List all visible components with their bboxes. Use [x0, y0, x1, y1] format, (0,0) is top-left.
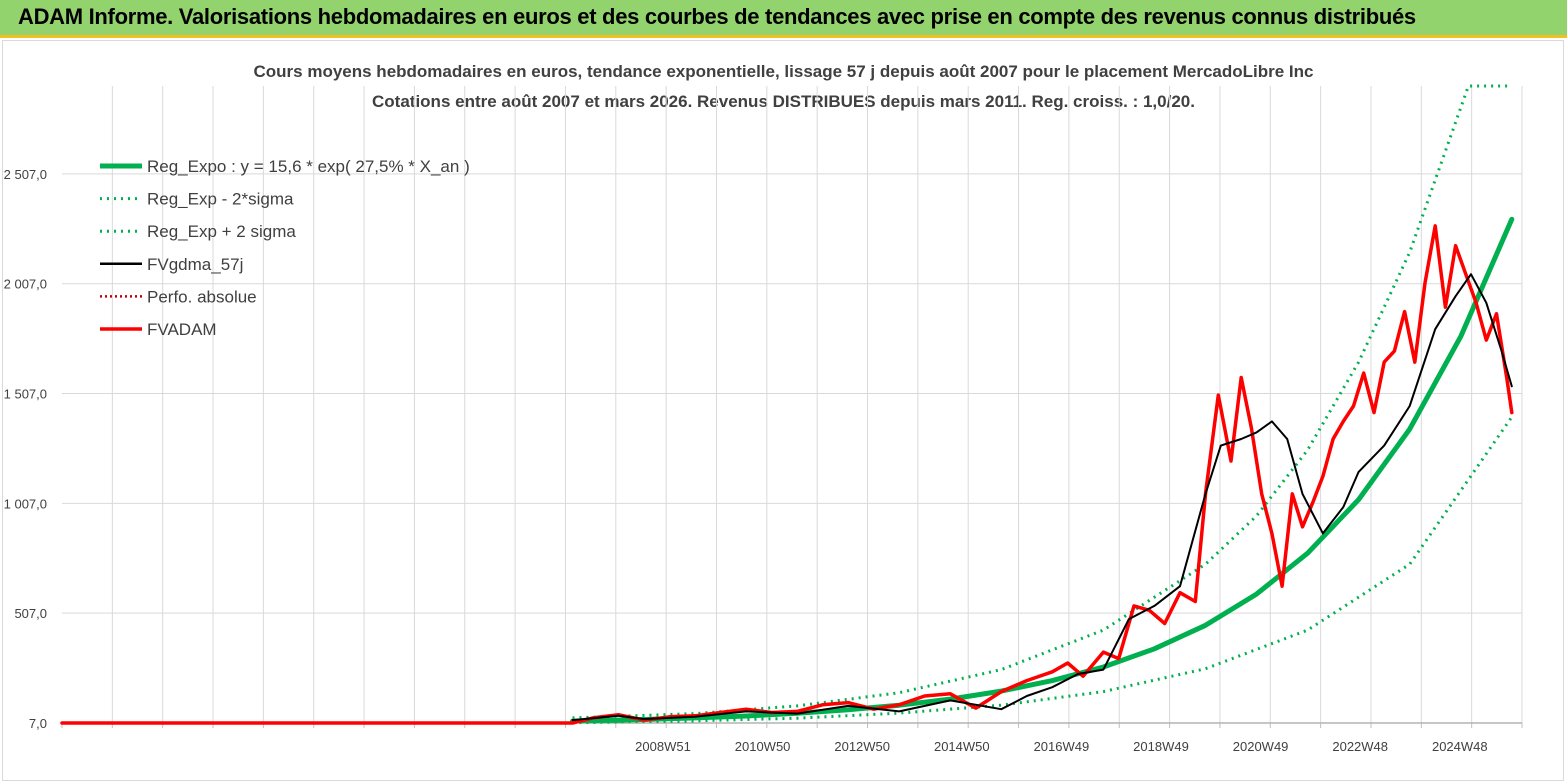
legend-label: Reg_Expo : y = 15,6 * exp( 27,5% * X_an …	[147, 157, 470, 176]
legend-label: Perfo. absolue	[147, 287, 257, 306]
x-tick-label: 2018W49	[1133, 739, 1189, 754]
x-tick-label: 2010W50	[735, 739, 791, 754]
y-tick-label: 1 007,0	[4, 496, 47, 511]
legend-label: Reg_Exp + 2 sigma	[147, 222, 296, 241]
x-tick-label: 2022W48	[1332, 739, 1388, 754]
series-line-2	[572, 84, 1512, 720]
chart-subtitle: Cotations entre août 2007 et mars 2026. …	[372, 92, 1195, 111]
y-tick-label: 2 507,0	[4, 167, 47, 182]
legend-label: Reg_Exp - 2*sigma	[147, 190, 294, 209]
x-tick-label: 2020W49	[1233, 739, 1289, 754]
chart-frame	[2, 40, 1564, 781]
legend-label: FVgdma_57j	[147, 255, 243, 274]
chart-title: Cours moyens hebdomadaires en euros, ten…	[253, 62, 1314, 81]
x-tick-label: 2008W51	[635, 739, 691, 754]
series-line-0	[570, 216, 1515, 724]
x-tick-label: 2014W50	[934, 739, 990, 754]
legend-label: FVADAM	[147, 320, 217, 339]
series-line-3	[571, 273, 1513, 722]
y-tick-label: 7,0	[29, 716, 47, 731]
series-line-5	[60, 224, 1514, 725]
report-title: ADAM Informe. Valorisations hebdomadaire…	[18, 4, 1416, 29]
report-banner: ADAM Informe. Valorisations hebdomadaire…	[0, 0, 1567, 38]
x-tick-label: 2016W49	[1034, 739, 1090, 754]
series-line-1	[572, 416, 1514, 725]
y-tick-label: 1 507,0	[4, 387, 47, 402]
x-tick-label: 2024W48	[1432, 739, 1488, 754]
y-tick-label: 507,0	[14, 606, 47, 621]
y-tick-label: 2 007,0	[4, 277, 47, 292]
x-tick-label: 2012W50	[834, 739, 890, 754]
